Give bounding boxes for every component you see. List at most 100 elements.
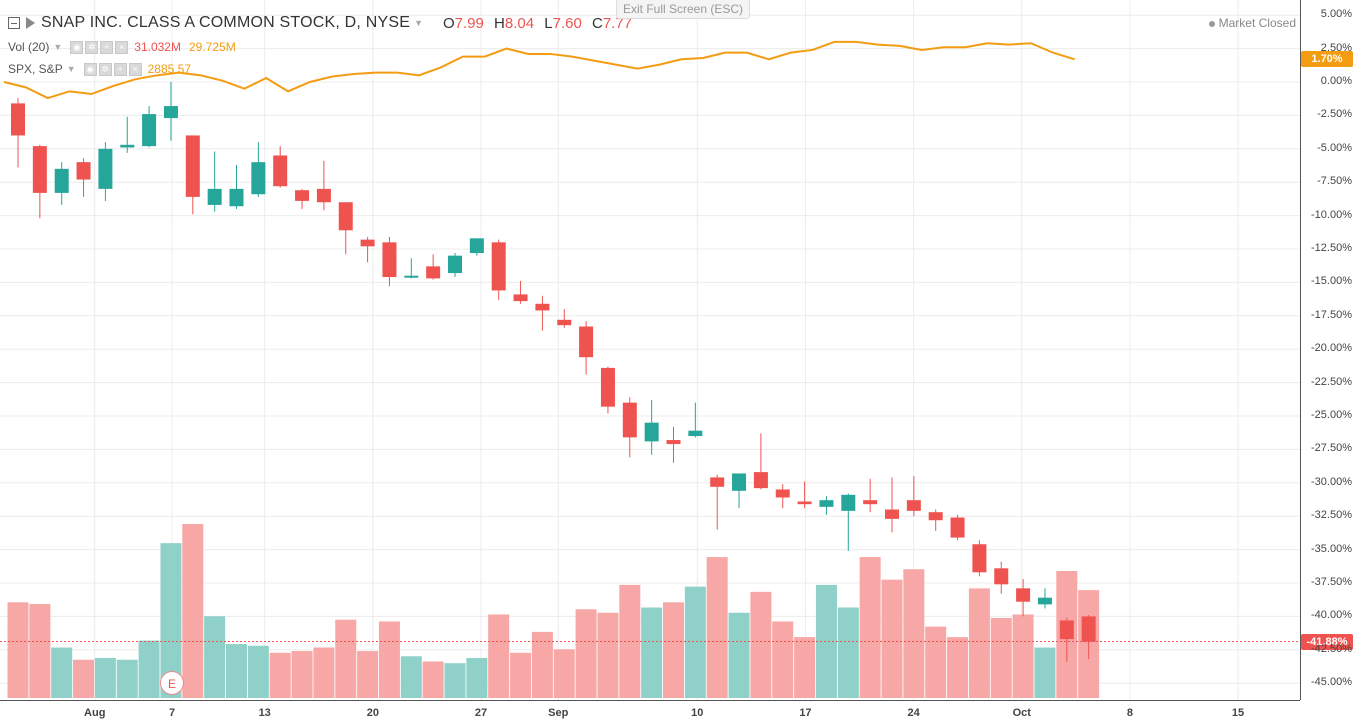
high-label: H [494, 14, 505, 32]
price-axis-label: -35.00% [1311, 542, 1352, 555]
price-axis-label: -40.00% [1311, 609, 1352, 622]
volume-bar [772, 621, 794, 698]
time-axis[interactable]: Aug 7 13 20 27 Sep 10 17 24 Oct 8 15 [0, 700, 1300, 726]
symbol-title[interactable]: SNAP INC. CLASS A COMMON STOCK, D, NYSE [41, 14, 411, 31]
price-axis-label: -2.50% [1317, 108, 1352, 121]
candle-body [1081, 616, 1096, 642]
candle-body [775, 489, 790, 498]
candle-body [732, 473, 747, 491]
volume-bar [531, 631, 553, 698]
collapse-legend-icon[interactable] [8, 17, 20, 29]
candle-body [142, 114, 157, 147]
volume-bar [116, 659, 138, 698]
close-icon[interactable]: × [128, 62, 142, 76]
time-axis-label: 7 [168, 707, 176, 719]
price-axis-label: -32.50% [1311, 509, 1352, 522]
price-axis[interactable]: 1.70% -41.88% 5.00% 2.50% 0.00% -2.50% -5.00… [1300, 0, 1358, 700]
candle-body [710, 477, 725, 487]
volume-bar [400, 656, 422, 698]
candle-body [338, 202, 353, 231]
volume-dropdown-icon[interactable]: ▼ [53, 42, 63, 52]
price-axis-label: -20.00% [1311, 342, 1352, 355]
volume-bar [182, 524, 204, 698]
volume-bar [51, 647, 73, 698]
price-axis-label: -22.50% [1311, 375, 1352, 388]
compare-dropdown-icon[interactable]: ▼ [66, 64, 76, 74]
price-axis-label: 0.00% [1320, 75, 1352, 87]
price-axis-label: -5.00% [1317, 141, 1352, 154]
volume-bar [815, 584, 837, 698]
volume-bar [138, 640, 160, 698]
candle-body [251, 162, 266, 195]
plus-icon[interactable]: + [113, 62, 127, 76]
volume-bar [947, 637, 969, 698]
candle-body [644, 422, 659, 442]
settings-icon[interactable]: ✲ [98, 62, 112, 76]
low-label: L [544, 14, 553, 32]
volume-label[interactable]: Vol (20) [8, 40, 50, 54]
volume-bar [794, 637, 816, 698]
price-axis-label: -10.00% [1311, 208, 1352, 221]
market-status: Market Closed [1208, 16, 1296, 30]
time-axis-label: 8 [1126, 707, 1133, 719]
close-icon[interactable]: × [115, 40, 129, 54]
volume-bar [247, 645, 269, 698]
plus-icon[interactable]: + [100, 40, 114, 54]
main-series-legend: SNAP INC. CLASS A COMMON STOCK, D, NYSE … [8, 14, 638, 32]
volume-bar [925, 626, 947, 698]
candle-body [1016, 588, 1031, 602]
volume-bar [575, 609, 597, 698]
volume-bar [94, 657, 116, 698]
candle-body [972, 544, 987, 573]
chart-canvas[interactable] [0, 0, 1300, 700]
volume-bar [641, 607, 663, 698]
volume-bar [291, 651, 313, 698]
open-label: O [443, 14, 455, 32]
candle-body [295, 190, 310, 201]
price-axis-label: -45.00% [1311, 676, 1352, 689]
time-axis-label: Oct [1012, 707, 1031, 719]
eye-icon[interactable]: ◉ [70, 40, 84, 54]
candle-body [1059, 620, 1074, 640]
candle-body [841, 494, 856, 511]
symbol-dropdown-icon[interactable]: ▼ [414, 18, 423, 28]
status-dot-icon [1208, 20, 1215, 27]
eye-icon[interactable]: ◉ [83, 62, 97, 76]
candle-body [579, 326, 594, 358]
candle-body [688, 430, 703, 437]
volume-bar [706, 557, 728, 698]
volume-bar [7, 602, 29, 698]
volume-bar [73, 659, 95, 698]
volume-ma-value: 29.725M [188, 40, 236, 54]
volume-value: 31.032M [134, 40, 181, 54]
candle-body [666, 440, 681, 445]
volume-bar [444, 663, 466, 698]
settings-icon[interactable]: ✲ [85, 40, 99, 54]
price-axis-label: -17.50% [1311, 308, 1352, 321]
volume-bar [335, 619, 357, 698]
candle-body [994, 568, 1009, 585]
compare-label[interactable]: SPX, S&P [8, 62, 63, 76]
volume-bar [204, 616, 226, 698]
spx-comparison-line [3, 40, 1075, 100]
price-axis-label: -12.50% [1311, 242, 1352, 254]
price-axis-label: -27.50% [1311, 442, 1352, 455]
candle-body [600, 367, 615, 407]
earnings-marker[interactable]: E [160, 671, 184, 696]
time-axis-label: Sep [548, 707, 569, 719]
flag-icon[interactable] [26, 17, 35, 29]
candle-body [120, 144, 135, 148]
candle-body [163, 106, 178, 119]
volume-bar [859, 557, 881, 698]
volume-bar [29, 604, 51, 698]
candle-body [11, 103, 25, 136]
price-axis-label: -30.00% [1311, 475, 1352, 488]
price-axis-label: 2.50% [1320, 41, 1352, 54]
volume-bar [226, 644, 247, 698]
volume-bar [837, 607, 859, 698]
price-axis-label: -37.50% [1311, 576, 1352, 588]
volume-bar [728, 612, 750, 698]
time-axis-label: 24 [907, 707, 920, 719]
volume-bar [269, 652, 291, 698]
exit-fullscreen-button[interactable]: Exit Full Screen (ESC) [616, 0, 751, 19]
